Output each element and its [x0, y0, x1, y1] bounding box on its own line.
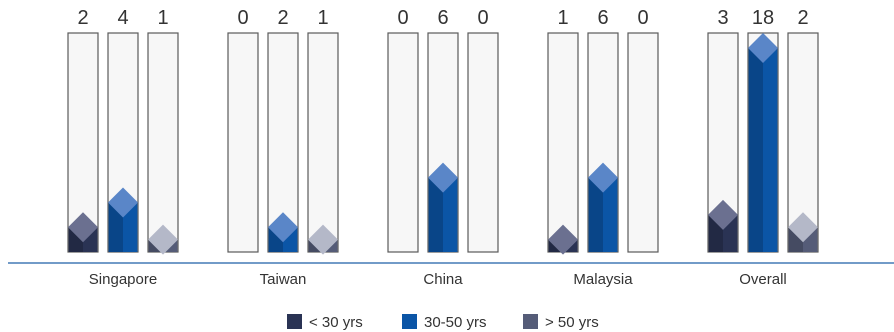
bar-top [788, 212, 818, 243]
bar-tube [307, 32, 339, 253]
bar-value-label: 6 [437, 7, 448, 29]
bar-top [588, 162, 618, 193]
bar-top [68, 212, 98, 243]
bar-value-label: 3 [717, 7, 728, 29]
bar-top [548, 224, 578, 255]
legend-swatch [402, 314, 417, 329]
bar-value-label: 6 [597, 7, 608, 29]
bar-value-label: 1 [317, 7, 328, 29]
legend-swatch [287, 314, 302, 329]
legend-label: 30-50 yrs [424, 314, 487, 331]
category-label: China [423, 271, 463, 288]
bar-value-label: 0 [477, 7, 488, 29]
bar-value-label: 4 [117, 7, 128, 29]
legend-label: > 50 yrs [545, 314, 599, 331]
bar-shade [428, 177, 443, 252]
bar-tube [547, 32, 579, 253]
bar-value-label: 0 [237, 7, 248, 29]
bar-top [708, 199, 738, 230]
bar-shade [588, 177, 603, 252]
bar-tube [627, 32, 659, 253]
bar-value-label: 18 [752, 7, 774, 29]
category-label: Overall [739, 271, 787, 288]
bar-shade [108, 202, 123, 252]
category-label: Malaysia [573, 271, 633, 288]
bar-tube [147, 32, 179, 253]
bar-top [108, 187, 138, 218]
bar-value-label: 0 [397, 7, 408, 29]
bar [748, 48, 778, 252]
bar-value-label: 1 [557, 7, 568, 29]
bar-top [748, 33, 778, 63]
bar-value-label: 0 [637, 7, 648, 29]
bar-tube [387, 32, 419, 253]
bar-top [428, 162, 458, 193]
legend-label: < 30 yrs [309, 314, 363, 331]
bar-value-label: 2 [277, 7, 288, 29]
bar-tube [467, 32, 499, 253]
bar-value-label: 1 [157, 7, 168, 29]
bar-top [148, 224, 178, 255]
category-label: Taiwan [260, 271, 307, 288]
bar-value-label: 2 [797, 7, 808, 29]
bar-shade [748, 48, 763, 252]
bar-value-label: 2 [77, 7, 88, 29]
bar-tube [227, 32, 259, 253]
bar-top [268, 212, 298, 243]
category-label: Singapore [89, 271, 157, 288]
bar-top [308, 224, 338, 255]
legend-swatch [523, 314, 538, 329]
